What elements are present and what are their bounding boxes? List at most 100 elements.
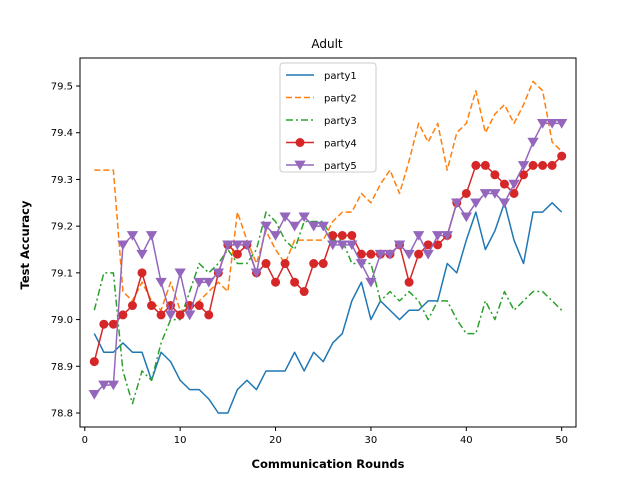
y-tick-label: 78.9 — [51, 362, 73, 373]
party5-point — [250, 268, 263, 279]
party4-point — [280, 259, 290, 269]
party4-point — [299, 287, 309, 297]
party4-point — [137, 268, 147, 278]
party4-point — [490, 170, 500, 180]
legend-label: party2 — [324, 94, 357, 105]
party3-line — [93, 211, 563, 405]
chart-title: Adult — [311, 37, 343, 51]
party4-point — [108, 319, 118, 329]
party5-point — [517, 161, 530, 171]
legend-label: party3 — [324, 116, 357, 127]
party5-point — [288, 221, 301, 232]
party5-point — [479, 189, 492, 199]
legend-label: party1 — [324, 71, 357, 82]
party5-point — [556, 119, 568, 129]
party5-point — [346, 240, 358, 251]
party4-point — [175, 310, 185, 320]
legend: party1 party2 party3 party4 party5 — [279, 62, 377, 173]
party5-point — [365, 277, 377, 288]
party5-point — [126, 231, 139, 241]
party5-point — [308, 221, 320, 232]
party5-point — [374, 249, 387, 260]
party4-point — [337, 230, 347, 240]
party5-point — [174, 268, 186, 279]
party5-point — [508, 179, 520, 190]
party4-point — [471, 160, 481, 170]
series-group — [88, 80, 568, 414]
y-tick-label: 79.1 — [51, 268, 73, 279]
series-party5 — [88, 119, 568, 400]
series-party1 — [93, 202, 563, 414]
legend-marker — [294, 160, 306, 171]
party5-point — [145, 231, 158, 241]
legend-marker — [295, 138, 305, 147]
party4-point — [194, 301, 204, 311]
party5-point — [336, 240, 348, 251]
party5-point — [441, 231, 453, 241]
x-tick-label: 0 — [82, 435, 88, 446]
party2-line — [94, 80, 563, 311]
party5-point — [222, 240, 234, 251]
party4-point — [461, 188, 471, 198]
legend-label: party4 — [324, 139, 357, 150]
party5-point — [422, 249, 434, 260]
party4-point — [499, 179, 509, 189]
y-tick-label: 79.0 — [51, 315, 73, 326]
party4-point — [261, 259, 271, 269]
party4-point — [318, 259, 328, 269]
party5-point — [412, 231, 425, 241]
series-party2 — [94, 80, 563, 311]
y-tick-label: 79.2 — [51, 222, 73, 233]
party5-point — [298, 212, 310, 223]
x-tick-label: 20 — [269, 435, 282, 446]
party5-point — [393, 240, 406, 251]
x-tick-label: 10 — [174, 435, 187, 446]
party5-point — [88, 389, 100, 400]
party4-point — [271, 277, 281, 287]
plot-frame — [79, 57, 577, 428]
party5-point — [460, 212, 472, 223]
party5-point — [155, 277, 167, 288]
x-tick-label: 50 — [555, 435, 568, 446]
legend-box — [279, 62, 377, 173]
party5-point — [117, 240, 129, 251]
party4-point — [156, 310, 166, 320]
party5-point — [527, 137, 539, 148]
party4-point — [127, 301, 137, 311]
party5-point — [432, 231, 444, 241]
party5-point — [107, 380, 120, 391]
party4-point — [232, 249, 242, 259]
party4-point — [547, 160, 557, 170]
party5-point — [384, 249, 396, 260]
party5-point — [241, 240, 253, 251]
party4-point — [99, 319, 109, 329]
party5-point — [231, 240, 244, 251]
y-tick-label: 78.8 — [51, 408, 73, 419]
party5-point — [260, 221, 272, 232]
party5-point — [536, 119, 549, 129]
party5-point — [489, 189, 501, 199]
party5-point — [193, 277, 205, 288]
party4-point — [147, 301, 157, 311]
axis-ticks: 0 10 20 30 40 50 78.8 78.9 79.0 79.1 79.2 79.3 79.4 7… — [51, 82, 568, 446]
party5-point — [184, 310, 196, 321]
y-tick-label: 79.3 — [51, 175, 73, 186]
party4-point — [404, 277, 414, 287]
party5-point — [98, 380, 110, 391]
party4-point — [89, 357, 99, 367]
party4-point — [528, 160, 538, 170]
party5-point — [498, 198, 511, 209]
party4-point — [557, 151, 567, 161]
party4-point — [118, 310, 128, 320]
y-tick-label: 79.5 — [51, 82, 73, 93]
y-axis-label: Test Accuracy — [18, 200, 32, 289]
x-tick-label: 30 — [365, 435, 378, 446]
party4-point — [538, 160, 548, 170]
party4-point — [414, 249, 424, 259]
legend-label: party5 — [324, 161, 357, 172]
party5-point — [403, 249, 415, 260]
party5-point — [327, 240, 339, 251]
series-party3 — [93, 211, 563, 405]
